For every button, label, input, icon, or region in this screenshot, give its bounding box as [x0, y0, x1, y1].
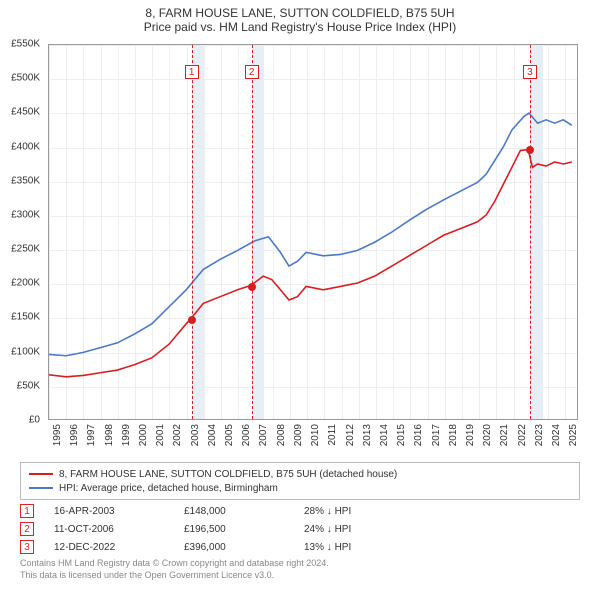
sales-delta: 28% ↓ HPI — [304, 506, 424, 517]
sale-dot — [248, 283, 256, 291]
sale-marker-line — [530, 45, 531, 419]
sales-price: £396,000 — [184, 542, 304, 553]
legend-swatch-property — [29, 473, 53, 475]
series-property — [49, 150, 572, 377]
sales-price: £148,000 — [184, 506, 304, 517]
x-tick-label: 2020 — [482, 424, 493, 446]
x-tick-label: 2008 — [276, 424, 287, 446]
sale-marker-line — [192, 45, 193, 419]
y-tick-label: £400K — [11, 141, 40, 152]
y-axis: £0£50K£100K£150K£200K£250K£300K£350K£400… — [0, 44, 44, 420]
legend-row-hpi: HPI: Average price, detached house, Birm… — [29, 481, 571, 495]
y-tick-label: £550K — [11, 39, 40, 50]
title-address: 8, FARM HOUSE LANE, SUTTON COLDFIELD, B7… — [0, 6, 600, 20]
x-tick-label: 2015 — [396, 424, 407, 446]
x-tick-label: 2019 — [465, 424, 476, 446]
y-tick-label: £0 — [29, 415, 40, 426]
x-tick-label: 1999 — [121, 424, 132, 446]
x-tick-label: 2016 — [413, 424, 424, 446]
x-tick-label: 1996 — [69, 424, 80, 446]
y-tick-label: £450K — [11, 107, 40, 118]
y-tick-label: £200K — [11, 278, 40, 289]
sales-delta: 13% ↓ HPI — [304, 542, 424, 553]
footer-attribution: Contains HM Land Registry data © Crown c… — [20, 558, 580, 581]
sales-date: 12-DEC-2022 — [54, 542, 184, 553]
x-tick-label: 2023 — [534, 424, 545, 446]
sales-idx-box: 3 — [20, 540, 34, 554]
x-axis: 1995 1996 1997 1998 1999 2000 2001 2002 2003 2004… — [48, 424, 578, 464]
sale-dot — [526, 146, 534, 154]
title-subtitle: Price paid vs. HM Land Registry's House … — [0, 20, 600, 34]
chart-container: 8, FARM HOUSE LANE, SUTTON COLDFIELD, B7… — [0, 0, 600, 590]
y-tick-label: £500K — [11, 73, 40, 84]
sales-idx-box: 2 — [20, 522, 34, 536]
y-tick-label: £300K — [11, 209, 40, 220]
y-tick-label: £100K — [11, 346, 40, 357]
sales-price: £196,500 — [184, 524, 304, 535]
x-tick-label: 2005 — [224, 424, 235, 446]
legend: 8, FARM HOUSE LANE, SUTTON COLDFIELD, B7… — [20, 462, 580, 500]
sale-marker-box: 1 — [185, 65, 199, 79]
x-tick-label: 2018 — [448, 424, 459, 446]
sales-idx-box: 1 — [20, 504, 34, 518]
series-hpi — [49, 113, 572, 356]
x-tick-label: 2010 — [310, 424, 321, 446]
footer-line2: This data is licensed under the Open Gov… — [20, 570, 580, 582]
legend-label-hpi: HPI: Average price, detached house, Birm… — [59, 483, 278, 494]
x-tick-label: 2025 — [568, 424, 579, 446]
x-tick-label: 2007 — [258, 424, 269, 446]
x-tick-label: 2024 — [551, 424, 562, 446]
x-tick-label: 2003 — [190, 424, 201, 446]
x-tick-label: 2009 — [293, 424, 304, 446]
x-tick-label: 1997 — [86, 424, 97, 446]
y-tick-label: £250K — [11, 244, 40, 255]
x-tick-label: 2006 — [241, 424, 252, 446]
sales-delta: 24% ↓ HPI — [304, 524, 424, 535]
sales-date: 16-APR-2003 — [54, 506, 184, 517]
sales-row: 1 16-APR-2003£148,00028% ↓ HPI — [20, 502, 580, 520]
title-block: 8, FARM HOUSE LANE, SUTTON COLDFIELD, B7… — [0, 0, 600, 36]
x-tick-label: 2013 — [362, 424, 373, 446]
x-tick-label: 2017 — [431, 424, 442, 446]
x-tick-label: 2022 — [517, 424, 528, 446]
legend-label-property: 8, FARM HOUSE LANE, SUTTON COLDFIELD, B7… — [59, 469, 397, 480]
sale-marker-line — [252, 45, 253, 419]
y-tick-label: £350K — [11, 175, 40, 186]
x-tick-label: 2004 — [207, 424, 218, 446]
sales-row: 2 11-OCT-2006£196,50024% ↓ HPI — [20, 520, 580, 538]
x-tick-label: 2002 — [172, 424, 183, 446]
x-tick-label: 2011 — [327, 424, 338, 446]
x-tick-label: 1998 — [104, 424, 115, 446]
x-tick-label: 2001 — [155, 424, 166, 446]
sales-table: 1 16-APR-2003£148,00028% ↓ HPI 2 11-OCT-200… — [20, 502, 580, 556]
y-tick-label: £50K — [17, 380, 40, 391]
x-tick-label: 2014 — [379, 424, 390, 446]
x-tick-label: 2021 — [499, 424, 510, 446]
sales-date: 11-OCT-2006 — [54, 524, 184, 535]
legend-swatch-hpi — [29, 487, 53, 489]
chart-svg — [49, 45, 577, 419]
y-tick-label: £150K — [11, 312, 40, 323]
sale-marker-box: 3 — [523, 65, 537, 79]
x-tick-label: 1995 — [52, 424, 63, 446]
sale-marker-box: 2 — [245, 65, 259, 79]
chart-plot-area: 1 2 3 — [48, 44, 578, 420]
footer-line1: Contains HM Land Registry data © Crown c… — [20, 558, 580, 570]
x-tick-label: 2000 — [138, 424, 149, 446]
sales-row: 3 12-DEC-2022£396,00013% ↓ HPI — [20, 538, 580, 556]
x-tick-label: 2012 — [345, 424, 356, 446]
sale-dot — [188, 316, 196, 324]
legend-row-property: 8, FARM HOUSE LANE, SUTTON COLDFIELD, B7… — [29, 467, 571, 481]
